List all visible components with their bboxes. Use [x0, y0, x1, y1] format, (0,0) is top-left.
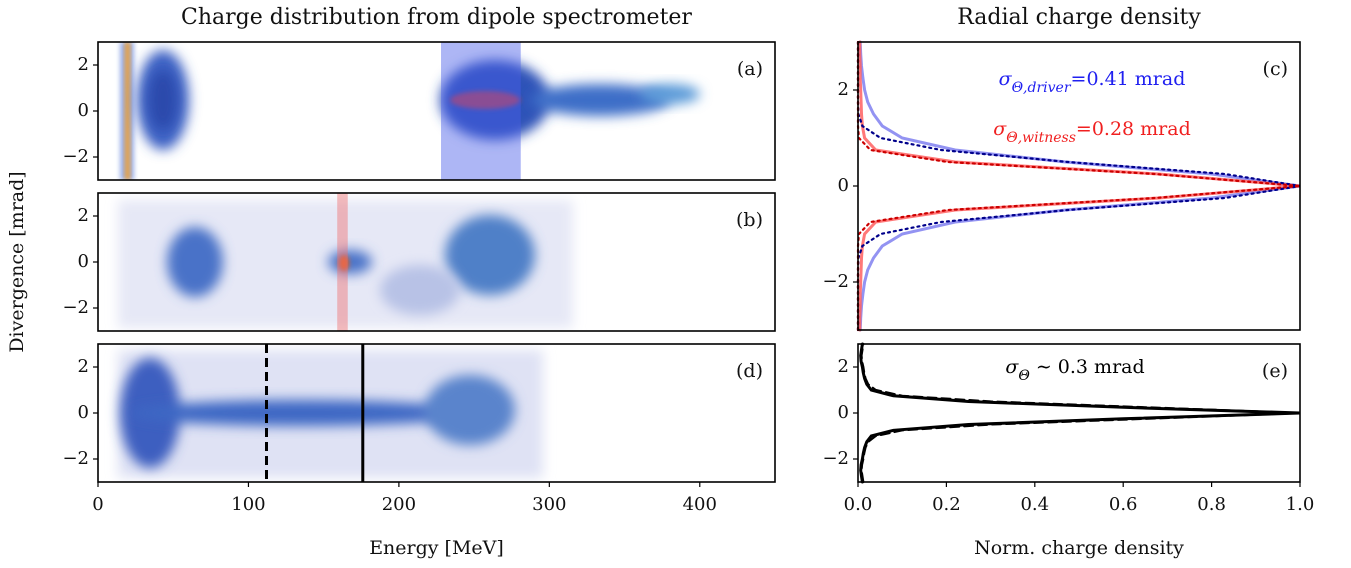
- heatmap-b: [118, 200, 573, 328]
- panel-label: (a): [737, 58, 763, 80]
- x-axis-label: Norm. charge density: [974, 537, 1184, 559]
- shaded-span: [441, 42, 521, 180]
- heatmap-d: [118, 350, 543, 478]
- panel-label: (b): [736, 209, 763, 231]
- x-tick-label: 0.2: [932, 494, 961, 515]
- panel-label: (d): [736, 360, 763, 382]
- y-tick-label: 2: [78, 356, 89, 377]
- y-tick-label: 0: [78, 402, 89, 423]
- shaded-span: [337, 193, 348, 331]
- y-tick-label: 0: [838, 402, 849, 423]
- annotation-symbol: σ: [999, 68, 1013, 90]
- y-tick-label: −2: [822, 271, 849, 292]
- y-tick-label: 0: [78, 251, 89, 272]
- panel-label: (e): [1262, 360, 1288, 382]
- annotation-text: =0.41 mrad: [1071, 68, 1186, 90]
- x-tick-label: 100: [231, 494, 265, 515]
- annotation-symbol: σ: [993, 118, 1007, 140]
- x-axis-label: Energy [MeV]: [369, 537, 504, 559]
- heatmap-a: [120, 42, 700, 180]
- annotation: σΘ,witness=0.28 mrad: [993, 118, 1191, 146]
- y-tick-label: 0: [78, 100, 89, 121]
- x-tick-label: 0.4: [1020, 494, 1049, 515]
- y-tick-label: −2: [62, 297, 89, 318]
- plot-frame: [97, 41, 776, 181]
- annotation-subscript: Θ,driver: [1012, 80, 1072, 96]
- y-tick-label: −2: [822, 448, 849, 469]
- panel-label: (c): [1263, 58, 1288, 80]
- y-tick-label: 2: [838, 79, 849, 100]
- y-tick-label: 2: [78, 205, 89, 226]
- y-tick-label: 2: [78, 54, 89, 75]
- annotation-symbol: σ: [1005, 356, 1019, 378]
- x-tick-label: 0.8: [1197, 494, 1226, 515]
- annotation-text: =0.28 mrad: [1076, 118, 1191, 140]
- y-tick-label: −2: [62, 448, 89, 469]
- annotation-text: ∼ 0.3 mrad: [1030, 356, 1145, 378]
- annotation-subscript: Θ: [1018, 368, 1030, 384]
- x-tick-label: 300: [532, 494, 566, 515]
- x-tick-label: 1.0: [1286, 494, 1315, 515]
- y-axis-label: Divergence [mrad]: [6, 171, 28, 352]
- y-tick-label: −2: [62, 146, 89, 167]
- annotation: σΘ ∼ 0.3 mrad: [1005, 356, 1144, 384]
- panel-title: Charge distribution from dipole spectrom…: [181, 5, 692, 30]
- annotation-subscript: Θ,witness: [1006, 130, 1076, 146]
- y-tick-label: 0: [838, 175, 849, 196]
- y-tick-label: 2: [838, 356, 849, 377]
- x-tick-label: 0.6: [1109, 494, 1138, 515]
- x-tick-label: 400: [683, 494, 717, 515]
- annotation: σΘ,driver=0.41 mrad: [999, 68, 1186, 96]
- x-tick-label: 0: [92, 494, 103, 515]
- x-tick-label: 0.0: [844, 494, 873, 515]
- x-tick-label: 200: [382, 494, 416, 515]
- panel-title: Radial charge density: [957, 5, 1201, 30]
